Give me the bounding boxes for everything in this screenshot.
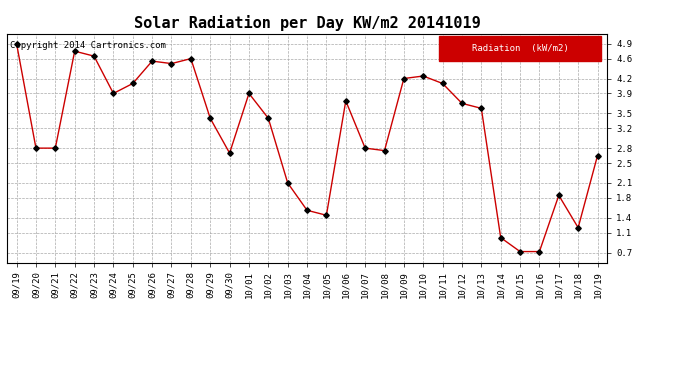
Text: Radiation  (kW/m2): Radiation (kW/m2) [472,44,569,53]
FancyBboxPatch shape [439,36,601,61]
Text: Copyright 2014 Cartronics.com: Copyright 2014 Cartronics.com [10,40,166,50]
Title: Solar Radiation per Day KW/m2 20141019: Solar Radiation per Day KW/m2 20141019 [134,15,480,31]
